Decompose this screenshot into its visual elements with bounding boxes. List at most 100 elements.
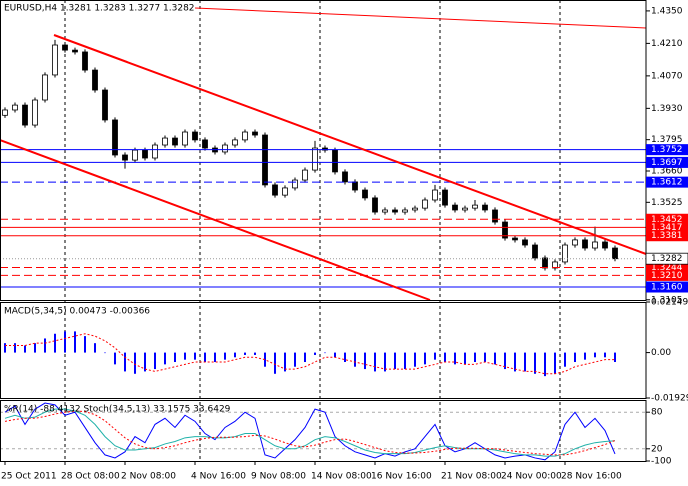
candle-body <box>392 209 398 213</box>
current-price-tag <box>645 252 688 265</box>
candle-body <box>232 139 238 146</box>
histogram-bar <box>334 352 336 358</box>
candle-body <box>382 209 388 213</box>
candle-body <box>582 239 588 249</box>
price-level-tag <box>646 269 688 281</box>
candle-body <box>52 44 58 76</box>
current-price-label: 1.3282 <box>651 254 683 264</box>
price-level-tag <box>646 176 688 188</box>
histogram-bar <box>394 352 396 370</box>
panel-border <box>0 302 647 399</box>
series-line <box>4 410 616 456</box>
histogram-bar <box>234 352 236 358</box>
series-line <box>5 333 615 375</box>
price-level-label: 1.3752 <box>651 145 683 155</box>
candle-body <box>592 241 598 249</box>
histogram-bar <box>224 352 226 360</box>
histogram-bar <box>124 352 126 372</box>
histogram-bar <box>404 352 406 370</box>
x-tick-label: 9 Nov 08:00 <box>251 472 306 482</box>
candle-body <box>252 131 258 136</box>
histogram-bar <box>474 352 476 363</box>
price-level-tag <box>646 156 688 168</box>
histogram-bar <box>444 352 446 363</box>
trendlines <box>0 7 647 301</box>
histogram-bar <box>144 352 146 372</box>
candle-body <box>112 119 118 156</box>
candle-body <box>482 204 488 211</box>
candle-body <box>562 244 568 263</box>
histogram-bar <box>534 352 536 374</box>
price-level-label: 1.3244 <box>651 263 683 273</box>
histogram-bar <box>4 343 6 353</box>
candle-body <box>162 137 168 146</box>
histogram-bar <box>314 352 316 355</box>
histogram-bar <box>594 352 596 358</box>
candle-body <box>602 241 608 249</box>
y-tick-label: -100 <box>651 457 672 467</box>
histogram-bar <box>354 352 356 367</box>
candle-body <box>452 204 458 211</box>
y-tick-label: 1.3105 <box>651 295 683 305</box>
x-tick-label: 16 Nov 16:00 <box>371 472 432 482</box>
trendline <box>194 7 647 29</box>
histogram-bar <box>524 352 526 372</box>
candle-body <box>362 189 368 199</box>
candle-body <box>512 237 518 241</box>
histogram-bar <box>84 336 86 353</box>
candle-body <box>132 149 138 161</box>
histogram-bar <box>304 352 306 363</box>
candle-body <box>302 169 308 181</box>
candle-body <box>472 204 478 209</box>
drawings <box>64 0 561 461</box>
price-level-tag <box>646 213 688 225</box>
histogram-bar <box>174 352 176 363</box>
x-tick-label: 28 Nov 16:00 <box>561 472 622 482</box>
candle-body <box>202 139 208 149</box>
histogram-bar <box>544 352 546 377</box>
trendline <box>53 34 647 255</box>
histogram-bar <box>264 352 266 367</box>
candle-body <box>342 171 348 183</box>
y-tick-label: 1.3525 <box>651 198 683 208</box>
trendline <box>0 139 431 301</box>
macd-title: MACD(5,34,5) 0.00473 -0.00366 <box>4 307 150 317</box>
series-line <box>4 402 616 461</box>
histogram-bar <box>294 352 296 367</box>
candle-body <box>432 189 438 201</box>
candle-body <box>222 144 228 153</box>
candle-body <box>522 239 528 246</box>
candle-body <box>122 154 128 161</box>
histogram-bar <box>414 352 416 367</box>
candle-body <box>312 147 318 171</box>
histogram-bar <box>384 352 386 372</box>
histogram-bar <box>104 352 106 354</box>
y-tick-label: 0.02149 <box>651 298 688 308</box>
histogram-bar <box>554 352 556 374</box>
candle-body <box>152 144 158 159</box>
histogram-bar <box>114 352 116 365</box>
y-tick-label: -0.01929 <box>651 394 688 404</box>
candle-body <box>412 207 418 211</box>
chart-title: EURUSD,H4 1.3281 1.3283 1.3277 1.3282 <box>4 4 195 14</box>
histogram-bar <box>484 352 486 363</box>
histogram-bar <box>614 352 616 363</box>
histogram-bar <box>374 352 376 372</box>
histogram-bar <box>464 352 466 365</box>
price-level-tag <box>646 281 688 293</box>
candle-body <box>142 149 148 159</box>
histogram-bar <box>44 338 46 353</box>
candle-body <box>92 69 98 91</box>
y-tick-label: 1.4070 <box>651 71 683 81</box>
histogram-bar <box>514 352 516 372</box>
histogram-bar <box>164 352 166 365</box>
histogram-bar <box>574 352 576 363</box>
candle-body <box>22 104 28 126</box>
histogram-bar <box>184 352 186 360</box>
histogram-bar <box>34 343 36 353</box>
histogram-bar <box>284 352 286 372</box>
price-level-label: 1.3452 <box>651 215 683 225</box>
candle-body <box>572 239 578 246</box>
histogram-bar <box>434 352 436 360</box>
